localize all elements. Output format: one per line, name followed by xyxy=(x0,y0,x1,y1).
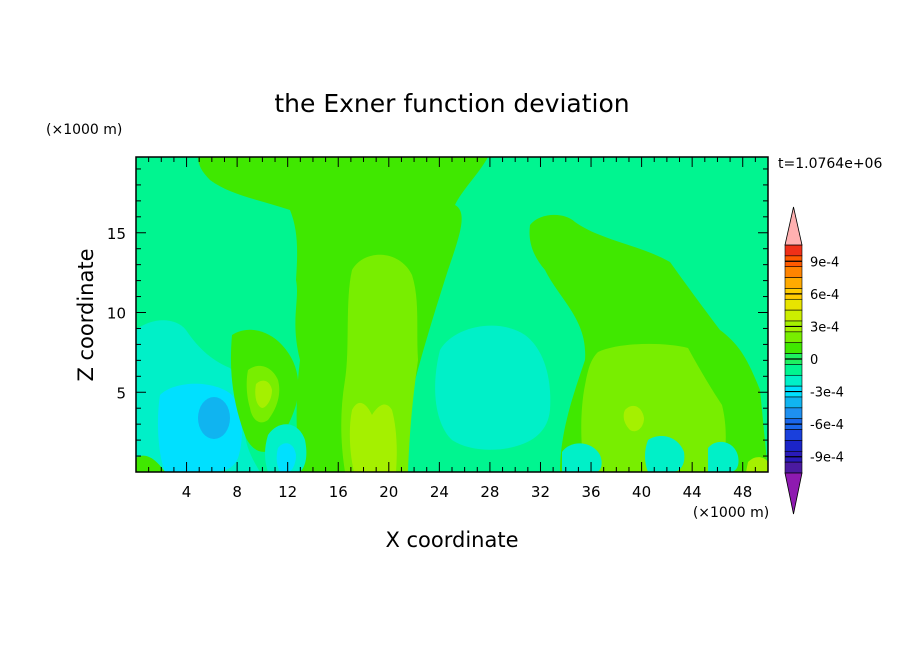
colorbar-bin xyxy=(784,396,803,409)
field-right-block xyxy=(581,343,726,472)
x-tick-label: 12 xyxy=(278,483,297,501)
colorbar-label: -6e-4 xyxy=(810,418,844,433)
x-tick-label: 48 xyxy=(733,483,752,501)
colorbar-label: 0 xyxy=(810,353,818,368)
colorbar-bin xyxy=(784,244,803,257)
colorbar-bin xyxy=(784,407,803,420)
field-right-block-spot xyxy=(623,405,644,432)
colorbar-bin xyxy=(784,298,803,311)
colorbar-bin xyxy=(784,374,803,387)
colorbar-bin xyxy=(784,277,803,289)
colorbar-under-triangle xyxy=(784,472,803,515)
colorbar-bin xyxy=(784,331,803,344)
time-label: t=1.0764e+06 xyxy=(778,156,882,172)
colorbar: 9e-4 6e-4 3e-4 0 -3e-4 -6e-4 -9e-4 xyxy=(784,206,844,515)
contour-field xyxy=(136,157,768,472)
x-tick-label: 44 xyxy=(683,483,702,501)
x-tick-label: 4 xyxy=(182,483,192,501)
x-tick-label: 20 xyxy=(379,483,398,501)
colorbar-bin xyxy=(784,440,803,452)
colorbar-bin xyxy=(784,342,803,354)
x-tick-label: 28 xyxy=(480,483,499,501)
colorbar-label: 6e-4 xyxy=(810,288,839,303)
field-central-inner xyxy=(349,402,397,472)
x-tick-label: 8 xyxy=(232,483,242,501)
y-unit-label: (×1000 m) xyxy=(46,122,122,138)
y-axis-label: Z coordinate xyxy=(74,248,98,381)
colorbar-label: -3e-4 xyxy=(810,386,844,401)
x-tick-label: 40 xyxy=(632,483,651,501)
colorbar-label: -9e-4 xyxy=(810,451,844,466)
field-mid-lower xyxy=(435,325,551,450)
field-br-cyan-a xyxy=(562,443,602,472)
x-axis: 4 8 12 16 20 24 28 32 36 40 44 48 xyxy=(148,157,756,501)
x-axis-label: X coordinate xyxy=(385,528,518,552)
field-bottom-right-yellow xyxy=(746,457,768,472)
field-left-core-inner xyxy=(198,397,230,439)
field-br-cyan-b xyxy=(645,436,685,472)
colorbar-label: 9e-4 xyxy=(810,255,839,270)
colorbar-bin xyxy=(784,309,803,322)
colorbar-over-triangle xyxy=(784,206,803,246)
field-upper-plume xyxy=(198,157,488,472)
colorbar-bin xyxy=(784,461,803,474)
x-unit-label: (×1000 m) xyxy=(693,505,769,521)
x-tick-label: 36 xyxy=(581,483,600,501)
x-tick-label: 32 xyxy=(531,483,550,501)
field-small-cyan-b xyxy=(276,443,296,472)
y-tick-label: 5 xyxy=(116,384,126,402)
field-bottom-band xyxy=(136,455,165,472)
chart-title: the Exner function deviation xyxy=(274,89,629,118)
x-tick-label: 16 xyxy=(329,483,348,501)
colorbar-bin xyxy=(784,266,803,278)
colorbar-label: 3e-4 xyxy=(810,320,839,335)
field-left-lobe-tip xyxy=(255,380,272,408)
y-axis: 5 10 15 xyxy=(107,168,768,457)
colorbar-bin xyxy=(784,364,803,376)
y-tick-label: 15 xyxy=(107,225,126,243)
field-br-cyan-c xyxy=(708,441,739,472)
x-tick-label: 24 xyxy=(430,483,449,501)
y-tick-label: 10 xyxy=(107,305,126,323)
colorbar-bin xyxy=(784,429,803,441)
